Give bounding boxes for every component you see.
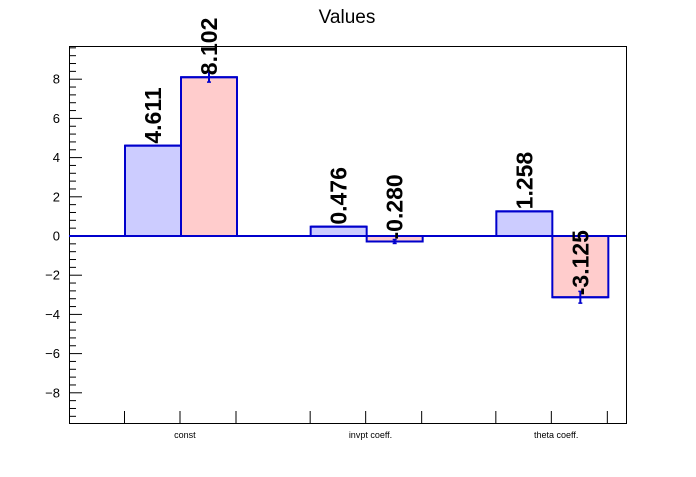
y-tick-label: 8	[53, 72, 60, 87]
value-label-group: 4.611 0.476 1.258 8.102 -0.280 -3.125	[140, 18, 593, 296]
bar-s1-2	[309, 225, 368, 237]
y-tick-label: −2	[45, 268, 60, 283]
x-category-label: theta coeff.	[534, 430, 578, 440]
chart-title: Values	[319, 7, 376, 28]
y-tick-label: 2	[53, 189, 60, 204]
bar-s1-1	[124, 144, 182, 238]
y-tick-label: −6	[45, 346, 60, 361]
data-label: 8.102	[196, 18, 222, 76]
data-label: 1.258	[511, 152, 537, 210]
y-tick-label: 4	[53, 150, 60, 165]
bar-s1-3	[495, 210, 554, 237]
data-label: -3.125	[567, 230, 593, 295]
data-label: -0.280	[382, 174, 408, 239]
data-label: 0.476	[326, 167, 352, 225]
data-label: 4.611	[140, 87, 166, 143]
x-category-label: const	[174, 430, 196, 440]
bar-s2-1	[180, 76, 238, 237]
y-tick-label: −4	[45, 307, 60, 322]
y-axis: −8 −6 −4 −2 0 2 4 6 8	[45, 47, 82, 417]
y-tick-label: 0	[53, 229, 60, 244]
y-tick-label: 6	[53, 111, 60, 126]
error-bar-group	[207, 71, 583, 304]
x-axis: const invpt coeff. theta coeff.	[124, 411, 608, 440]
y-tick-label: −8	[45, 385, 60, 400]
x-category-label: invpt coeff.	[349, 430, 392, 440]
